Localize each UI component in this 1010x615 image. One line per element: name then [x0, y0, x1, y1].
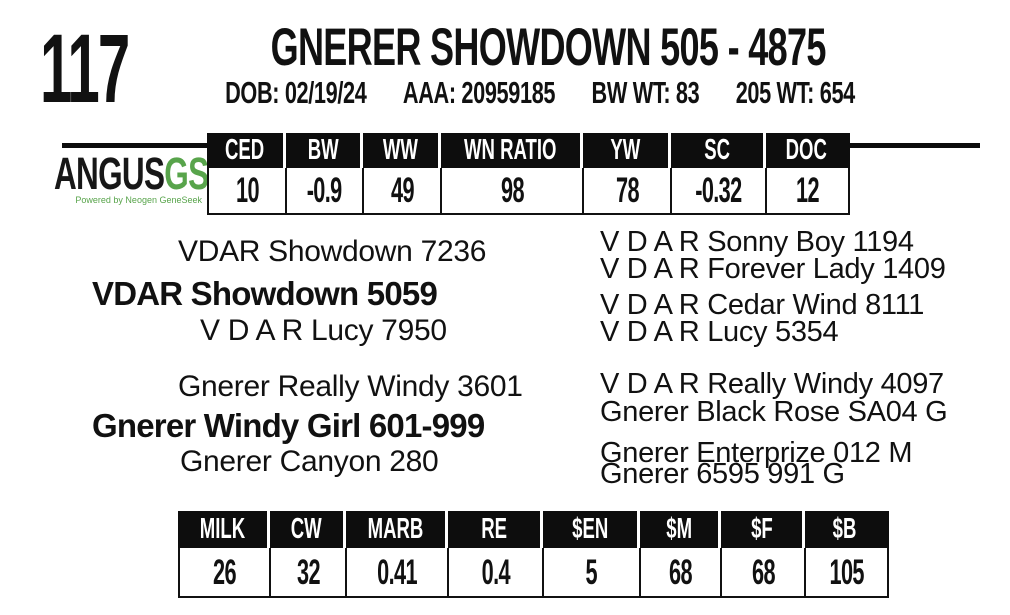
logo-suffix-text: GS — [164, 148, 209, 199]
dollar-value-table: MILK CW MARB RE $EN $M $F $B 26 32 0.41 … — [178, 511, 889, 598]
pedigree-dam-dam: Gnerer Canyon 280 — [180, 445, 439, 478]
dollar-col-header: RE — [445, 511, 540, 548]
pedigree-ancestor: Gnerer Enterprize 012 M — [600, 437, 913, 469]
epd-table-header: CED BW WW WN RATIO YW SC DOC — [207, 133, 850, 168]
animal-info-line: DOB: 02/19/24 AAA: 20959185 BW WT: 83 20… — [211, 77, 869, 108]
pedigree-ancestor: Gnerer 6595 991 G — [600, 458, 845, 490]
pedigree-ancestor: Gnerer Black Rose SA04 G — [600, 396, 948, 428]
dollar-value-cell: 32 — [269, 548, 345, 596]
epd-value-cell: 49 — [362, 168, 440, 213]
pedigree-ancestor: V D A R Forever Lady 1409 — [600, 253, 946, 285]
pedigree-dam-sire: Gnerer Really Windy 3601 — [178, 370, 523, 403]
epd-value-cell: -0.32 — [670, 168, 765, 213]
dollar-table-header: MILK CW MARB RE $EN $M $F $B — [178, 511, 889, 548]
epd-col-header: BW — [283, 133, 360, 168]
lot-number: 117 — [40, 14, 130, 123]
pedigree-sire-dam: V D A R Lucy 7950 — [200, 314, 447, 347]
epd-col-header: SC — [668, 133, 763, 168]
dollar-value-cell: 0.41 — [345, 548, 447, 596]
dollar-col-header: $EN — [540, 511, 637, 548]
epd-col-header: YW — [580, 133, 668, 168]
pedigree-sire-sire: VDAR Showdown 7236 — [178, 235, 487, 268]
epd-col-header: WW — [360, 133, 438, 168]
epd-value-cell: 12 — [765, 168, 848, 213]
dollar-col-header: CW — [267, 511, 343, 548]
pedigree-sire-name: VDAR Showdown 5059 — [92, 275, 438, 312]
dollar-value-cell: 0.4 — [447, 548, 542, 596]
dollar-col-header: MILK — [199, 513, 246, 545]
dollar-col-header: $M — [637, 511, 718, 548]
pedigree-dam-name: Gnerer Windy Girl 601-999 — [92, 407, 485, 444]
dollar-value-cell: 68 — [639, 548, 720, 596]
pedigree-ancestor: V D A R Sonny Boy 1194 — [600, 226, 914, 258]
epd-value-cell: 98 — [440, 168, 582, 213]
dollar-table-values: 26 32 0.41 0.4 5 68 68 105 — [178, 548, 889, 598]
divider-rule-left — [62, 143, 207, 148]
birth-weight-info: BW WT: 83 — [591, 75, 700, 110]
epd-table-values: 10 -0.9 49 98 78 -0.32 12 — [207, 168, 850, 215]
logo-brand-text: ANGUS — [54, 148, 165, 199]
dollar-col-header: MARB — [343, 511, 445, 548]
dollar-value-cell: 26 — [213, 552, 237, 592]
pedigree-ancestor: V D A R Really Windy 4097 — [600, 368, 944, 400]
animal-title-wrap: GNERER SHOWDOWN 505 - 4875 — [140, 21, 890, 74]
divider-rule-right — [848, 143, 980, 148]
dollar-value-cell: 68 — [720, 548, 804, 596]
pedigree-ancestor: V D A R Cedar Wind 8111 — [600, 289, 925, 321]
angus-gs-logo: ANGUSGS — [54, 151, 275, 196]
dollar-col-header: $F — [718, 511, 802, 548]
pedigree-ancestor: V D A R Lucy 5354 — [600, 316, 839, 348]
logo-tagline: Powered by Neogen GeneSeek — [75, 195, 202, 205]
animal-title: GNERER SHOWDOWN 505 - 4875 — [270, 18, 827, 77]
dollar-col-header: $B — [802, 511, 885, 548]
dob-info: DOB: 02/19/24 — [225, 75, 367, 110]
epd-col-header: DOC — [763, 133, 846, 168]
epd-value-cell: 10 — [235, 171, 260, 210]
epd-col-header: CED — [225, 134, 265, 166]
epd-value-cell: -0.9 — [285, 168, 362, 213]
epd-col-header: WN RATIO — [438, 133, 580, 168]
epd-value-cell: 78 — [582, 168, 670, 213]
weaning-weight-info: 205 WT: 654 — [735, 75, 856, 110]
dollar-value-cell: 5 — [542, 548, 639, 596]
epd-table: CED BW WW WN RATIO YW SC DOC 10 -0.9 49 … — [207, 133, 850, 215]
dollar-value-cell: 105 — [804, 548, 887, 596]
aaa-registration-info: AAA: 20959185 — [402, 75, 556, 110]
